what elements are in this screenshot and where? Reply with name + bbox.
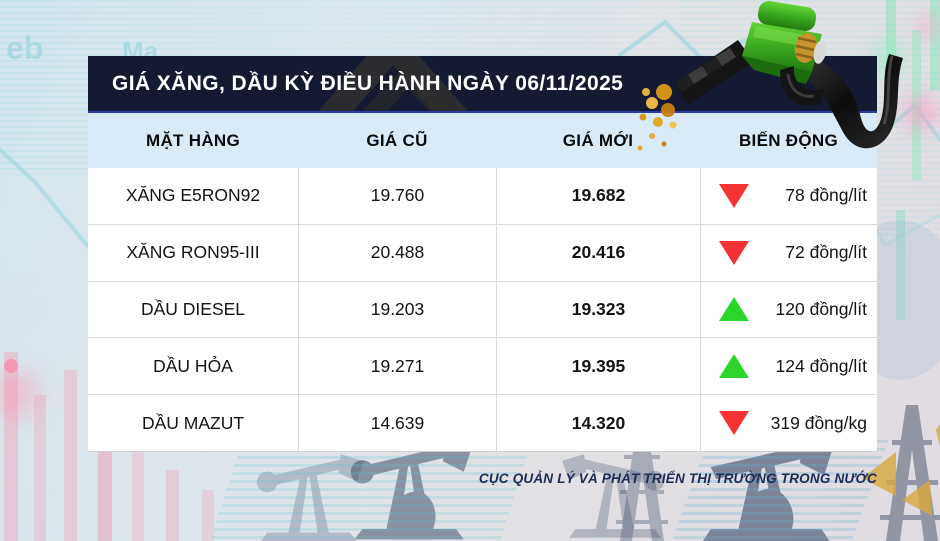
column-header-new-price: GIÁ MỚI bbox=[562, 130, 634, 150]
new-price: 19.395 bbox=[496, 338, 700, 395]
product-name: DẦU DIESEL bbox=[140, 298, 246, 319]
change-amount: 72 đồng/lít bbox=[785, 242, 867, 263]
change-amount: 319 đồng/kg bbox=[770, 412, 867, 433]
background-axis-label: eb bbox=[6, 30, 44, 66]
change-amount: 120 đồng/lít bbox=[775, 298, 867, 319]
fuel-price-board: GIÁ XĂNG, DẦU KỲ ĐIỀU HÀNH NGÀY 06/11/20… bbox=[88, 56, 877, 452]
bokeh-glow-pink bbox=[0, 350, 46, 440]
source-credit: CỤC QUẢN LÝ VÀ PHÁT TRIỂN THỊ TRƯỜNG TRO… bbox=[478, 471, 877, 486]
column-header-old-price: GIÁ CŨ bbox=[366, 130, 428, 150]
old-price: 19.760 bbox=[298, 168, 496, 224]
fuel-nozzle-graphic bbox=[637, 1, 903, 151]
new-price: 20.416 bbox=[496, 224, 700, 281]
new-price: 14.320 bbox=[496, 395, 700, 451]
old-price: 19.203 bbox=[298, 281, 496, 338]
price-change-cell: 72 đồng/lít bbox=[700, 224, 877, 281]
column-header-change: BIẾN ĐỘNG bbox=[738, 130, 839, 150]
new-price: 19.323 bbox=[496, 281, 700, 338]
new-price: 19.682 bbox=[496, 168, 700, 224]
table-row: XĂNG RON95-III 20.488 20.416 72 đồng/lít bbox=[88, 224, 877, 282]
old-price: 20.488 bbox=[298, 224, 496, 281]
table-row: XĂNG E5RON92 19.760 19.682 78 đồng/lít bbox=[88, 168, 877, 225]
price-change-cell: 78 đồng/lít bbox=[700, 168, 877, 224]
stripe-decor bbox=[671, 440, 889, 541]
price-change-cell: 120 đồng/lít bbox=[700, 281, 877, 338]
triangle-up-icon bbox=[719, 354, 749, 379]
product-name: XĂNG RON95-III bbox=[126, 242, 260, 263]
table-row: DẦU MAZUT 14.639 14.320 319 đồng/kg bbox=[88, 395, 877, 452]
triangle-down-icon bbox=[719, 240, 749, 265]
product-name: DẦU HỎA bbox=[153, 355, 233, 376]
old-price: 19.271 bbox=[298, 338, 496, 395]
stripe-decor bbox=[209, 448, 531, 541]
table-row: DẦU DIESEL 19.203 19.323 120 đồng/lít bbox=[88, 281, 877, 339]
bokeh-glow-pink bbox=[898, 80, 940, 146]
change-amount: 78 đồng/lít bbox=[785, 185, 867, 206]
product-name: DẦU MAZUT bbox=[141, 412, 245, 433]
price-change-cell: 319 đồng/kg bbox=[700, 395, 877, 451]
triangle-down-icon bbox=[719, 183, 749, 208]
table-row: DẦU HỎA 19.271 19.395 124 đồng/lít bbox=[88, 338, 877, 396]
table-body: XĂNG E5RON92 19.760 19.682 78 đồng/lít X… bbox=[88, 168, 877, 452]
fuel-splash bbox=[637, 84, 677, 151]
bokeh-glow-pink bbox=[912, 2, 940, 52]
triangle-up-icon bbox=[719, 297, 749, 322]
page-title: GIÁ XĂNG, DẦU KỲ ĐIỀU HÀNH NGÀY 06/11/20… bbox=[112, 71, 624, 95]
triangle-down-icon bbox=[719, 411, 749, 436]
product-name: XĂNG E5RON92 bbox=[125, 185, 261, 206]
table-header-row: MẶT HÀNG GIÁ CŨ GIÁ MỚI BIẾN ĐỘNG bbox=[88, 113, 877, 168]
old-price: 14.639 bbox=[298, 395, 496, 451]
column-header-product: MẶT HÀNG bbox=[146, 130, 240, 150]
price-change-cell: 124 đồng/lít bbox=[700, 338, 877, 395]
chevron-watermark bbox=[318, 56, 468, 111]
change-amount: 124 đồng/lít bbox=[775, 355, 867, 376]
